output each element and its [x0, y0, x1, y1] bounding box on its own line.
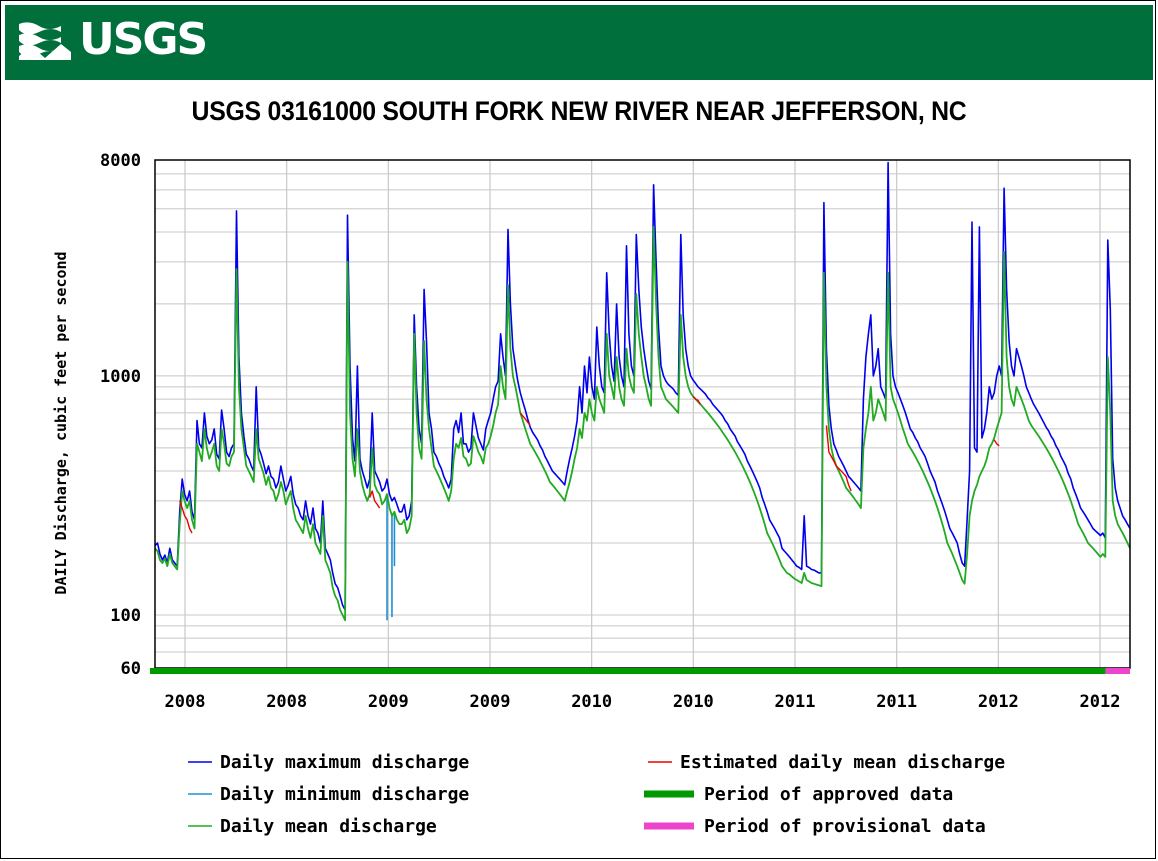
legend-item: Daily minimum discharge [188, 784, 469, 805]
legend-item: Estimated daily mean discharge [648, 752, 1005, 773]
y-tick-label: 8000 [100, 151, 141, 171]
y-tick-labels: 60 100 1000 8000 [100, 151, 141, 679]
legend-swatch [644, 790, 694, 798]
series-estimated-mean [519, 412, 531, 426]
x-tick-label: 2008 [266, 692, 307, 712]
chart-series [154, 161, 1131, 622]
approved-period-bar [150, 668, 1106, 674]
usgs-logo-text: USGS [79, 14, 208, 65]
x-tick-label: 2008 [165, 692, 206, 712]
legend-item: Period of approved data [644, 784, 953, 805]
series-daily-mean [154, 225, 1131, 622]
x-tick-label: 2012 [978, 692, 1019, 712]
series-daily-maximum [154, 161, 1131, 611]
legend-swatch [644, 822, 694, 830]
chart-title: USGS 03161000 SOUTH FORK NEW RIVER NEAR … [191, 96, 967, 126]
series-estimated-mean [993, 439, 1000, 447]
legend: Daily maximum discharge Daily minimum dis… [188, 752, 1005, 837]
plot-border [154, 159, 1131, 669]
legend-item: Daily maximum discharge [188, 752, 469, 773]
legend-label: Daily minimum discharge [220, 784, 469, 805]
legend-item: Period of provisional data [644, 816, 986, 837]
y-axis-label: DAILY Discharge, cubic feet per second [52, 251, 70, 594]
y-tick-label: 1000 [100, 367, 141, 387]
legend-item: Daily mean discharge [188, 816, 437, 837]
x-tick-label: 2011 [775, 692, 816, 712]
legend-label: Period of approved data [704, 784, 953, 805]
x-tick-label: 2011 [876, 692, 917, 712]
x-tick-label: 2010 [673, 692, 714, 712]
y-tick-label: 60 [121, 659, 141, 679]
series-estimated-mean [179, 500, 193, 534]
y-tick-label: 100 [110, 606, 141, 626]
series-estimated-mean [825, 425, 852, 492]
x-tick-label: 2012 [1080, 692, 1121, 712]
legend-label: Daily maximum discharge [220, 752, 469, 773]
x-tick-label: 2009 [470, 692, 511, 712]
series-estimated-mean [692, 396, 702, 405]
usgs-wave-icon [19, 22, 71, 60]
legend-label: Daily mean discharge [220, 816, 437, 837]
series-estimated-mean [369, 490, 381, 509]
legend-label: Period of provisional data [704, 816, 986, 837]
x-tick-label: 2010 [571, 692, 612, 712]
x-tick-labels: 2008 2008 2009 2009 2010 2010 2011 2011 2012 2012 [165, 692, 1121, 712]
provisional-period-bar [1105, 668, 1130, 674]
usgs-banner: USGS [5, 5, 1153, 80]
legend-label: Estimated daily mean discharge [680, 752, 1005, 773]
plot-frame [154, 159, 1131, 669]
data-period-bars [150, 668, 1130, 674]
chart-grid [155, 159, 1130, 668]
x-tick-label: 2009 [368, 692, 409, 712]
usgs-logo[interactable]: USGS [17, 14, 208, 65]
